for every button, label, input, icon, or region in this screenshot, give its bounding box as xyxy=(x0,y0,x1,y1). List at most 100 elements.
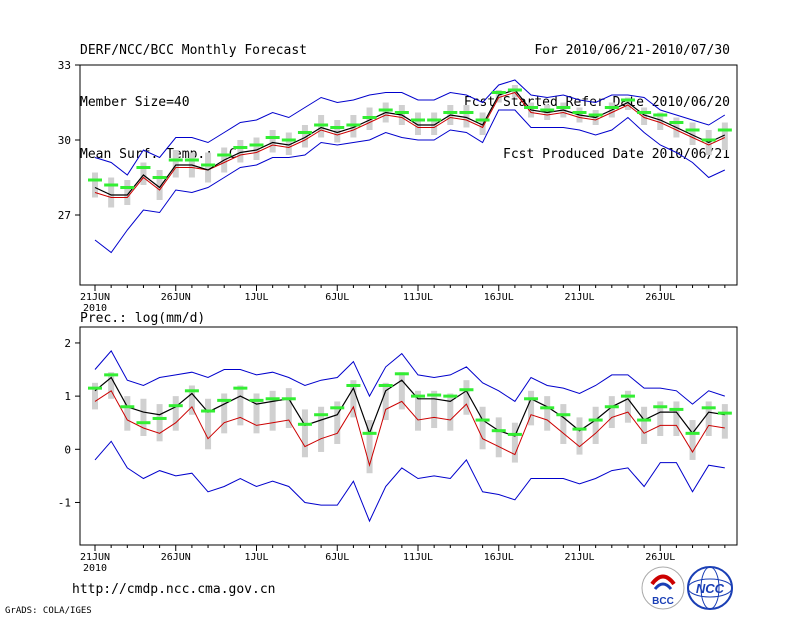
x-tick-label: 26JUL xyxy=(645,552,675,563)
observed-marker xyxy=(443,111,458,114)
ensemble-mean-line xyxy=(94,89,726,196)
observed-marker xyxy=(265,397,280,401)
y-tick-label: 0 xyxy=(64,443,71,456)
iqr-bar xyxy=(124,180,131,205)
observed-marker xyxy=(685,128,700,132)
precip-title: Prec.: log(mm/d) xyxy=(80,311,205,326)
iqr-bar xyxy=(156,404,163,442)
x-tick-label: 26JUL xyxy=(645,292,675,303)
observed-marker xyxy=(443,394,458,398)
iqr-bar xyxy=(92,172,98,198)
observed-marker xyxy=(475,118,490,122)
y-tick-label: 33 xyxy=(58,59,71,72)
iqr-bar xyxy=(156,170,163,200)
iqr-bar xyxy=(382,382,389,421)
observed-marker xyxy=(314,123,329,127)
chart-panel-1: -1 0 1 2 21JUN 26JUN 1JUL 6JUL 11JUL 16JUL 21JUL 26… xyxy=(58,326,738,574)
observed-marker xyxy=(217,398,232,402)
iqr-bar xyxy=(398,372,405,410)
observed-marker xyxy=(620,394,635,398)
observed-marker xyxy=(378,383,393,387)
observed-marker xyxy=(669,407,684,411)
iqr-bar xyxy=(479,406,486,450)
iqr-bar xyxy=(140,162,147,185)
forecast-title: DERF/NCC/BCC Monthly Forecast xyxy=(80,43,307,58)
x-tick-label: 11JUL xyxy=(403,292,433,303)
observed-marker xyxy=(394,372,409,376)
x-tick-label: 26JUN xyxy=(161,552,191,563)
observed-marker xyxy=(588,113,603,117)
observed-marker xyxy=(136,166,151,169)
iqr-bar xyxy=(108,177,115,208)
iqr-bar xyxy=(673,401,680,436)
bcc-logo: BCC xyxy=(641,566,685,610)
observed-marker xyxy=(717,128,732,132)
iqr-bar xyxy=(689,420,696,460)
observed-marker xyxy=(233,386,248,390)
observed-marker xyxy=(556,413,571,417)
ncc-logo-text: NCC xyxy=(696,581,725,596)
iqr-bar xyxy=(334,120,341,143)
x-year-label: 2010 xyxy=(83,303,107,314)
x-tick-label: 16JUL xyxy=(484,552,514,563)
observed-marker xyxy=(572,111,587,114)
iqr-bar xyxy=(415,112,421,135)
observed-marker xyxy=(459,388,474,392)
iqr-bar xyxy=(624,390,631,423)
x-tick-label: 21JUN xyxy=(80,552,110,563)
iqr-bar xyxy=(463,380,470,415)
y-tick-label: 27 xyxy=(58,209,71,222)
panel-frame xyxy=(79,326,738,546)
x-tick-label: 21JUL xyxy=(564,552,594,563)
observed-marker xyxy=(168,404,183,408)
footer-url[interactable]: http://cmdp.ncc.cma.gov.cn xyxy=(72,582,276,597)
observed-marker xyxy=(88,178,102,182)
panel-frame xyxy=(79,64,738,286)
iqr-bar xyxy=(285,388,292,429)
iqr-bar xyxy=(447,393,454,431)
observed-marker xyxy=(104,183,119,187)
observed-marker xyxy=(249,143,264,147)
iqr-bar xyxy=(350,380,357,418)
observed-marker xyxy=(184,158,199,162)
iqr-bar xyxy=(495,90,502,103)
observed-marker xyxy=(524,397,539,401)
member-size: Member Size=40 xyxy=(80,95,190,110)
iqr-bar xyxy=(108,372,115,399)
observed-marker xyxy=(540,406,555,410)
observed-marker xyxy=(604,405,619,409)
observed-marker xyxy=(507,88,522,92)
observed-marker xyxy=(427,118,442,122)
observed-marker xyxy=(104,373,119,377)
observed-marker xyxy=(394,111,409,114)
observed-marker xyxy=(265,136,280,139)
observed-marker xyxy=(507,432,522,436)
iqr-bar xyxy=(705,401,712,436)
iqr-bar xyxy=(608,396,615,429)
iqr-bar xyxy=(301,125,308,148)
x-tick-label: 6JUL xyxy=(325,292,349,303)
observed-marker xyxy=(524,106,539,109)
observed-marker xyxy=(701,138,716,142)
observed-marker xyxy=(168,158,183,162)
max-envelope-line xyxy=(94,350,725,405)
iqr-bar xyxy=(641,107,648,125)
observed-marker xyxy=(201,409,216,413)
observed-marker xyxy=(314,413,329,417)
observed-marker xyxy=(330,406,345,410)
observed-marker xyxy=(653,405,668,409)
x-tick-label: 1JUL xyxy=(244,292,268,303)
y-tick-label: 1 xyxy=(64,390,71,403)
iqr-bar xyxy=(269,130,276,153)
ncc-logo: NCC xyxy=(687,566,733,610)
min-envelope-line xyxy=(94,109,726,254)
iqr-bar xyxy=(301,409,308,458)
iqr-bar xyxy=(172,396,179,431)
x-tick-label: 11JUL xyxy=(403,552,433,563)
x-tick-label: 26JUN xyxy=(161,292,191,303)
iqr-bar xyxy=(124,396,131,431)
iqr-bar xyxy=(641,406,648,444)
iqr-bar xyxy=(205,152,212,183)
iqr-bar xyxy=(366,420,373,474)
